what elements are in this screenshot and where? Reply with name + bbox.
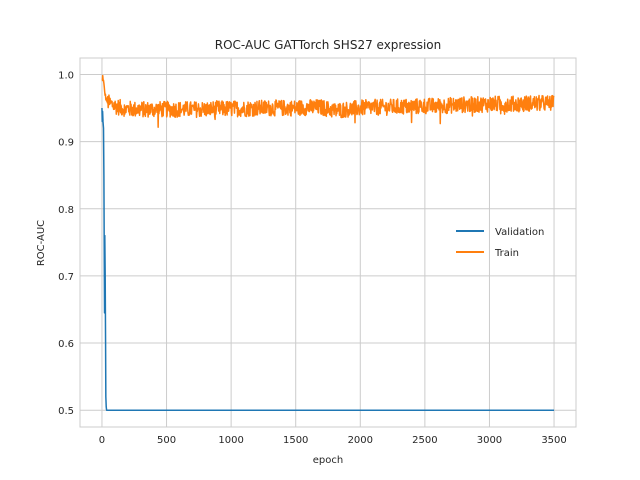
x-tick-label: 1000	[218, 435, 243, 446]
x-axis-label: epoch	[313, 455, 343, 466]
y-tick-label: 1.0	[58, 70, 74, 81]
y-tick-label: 0.8	[58, 205, 74, 216]
axis-ticks: 0 500 1000 1500 2000 2500 3000 3500 0.5 0.6 0.7 0.8…	[58, 70, 567, 446]
series-line-train	[101, 74, 555, 128]
y-tick-label: 0.7	[58, 272, 74, 283]
plot-area	[79, 57, 577, 428]
x-tick-label: 2000	[348, 435, 373, 446]
series-layer	[101, 74, 555, 411]
chart-title: ROC-AUC GATTorch SHS27 expression	[215, 38, 442, 52]
series-line-validation	[101, 108, 555, 411]
y-axis-label: ROC-AUC	[36, 220, 47, 266]
x-tick-label: 3000	[477, 435, 502, 446]
legend-label: Train	[494, 248, 519, 259]
x-tick-label: 1500	[283, 435, 308, 446]
x-tick-label: 500	[157, 435, 176, 446]
y-tick-label: 0.9	[58, 138, 74, 149]
x-tick-label: 2500	[412, 435, 437, 446]
y-tick-label: 0.5	[58, 406, 74, 417]
x-tick-label: 3500	[541, 435, 566, 446]
y-tick-label: 0.6	[58, 339, 74, 350]
legend: Validation Train	[456, 227, 544, 259]
legend-label: Validation	[495, 227, 544, 238]
x-tick-label: 0	[99, 435, 105, 446]
